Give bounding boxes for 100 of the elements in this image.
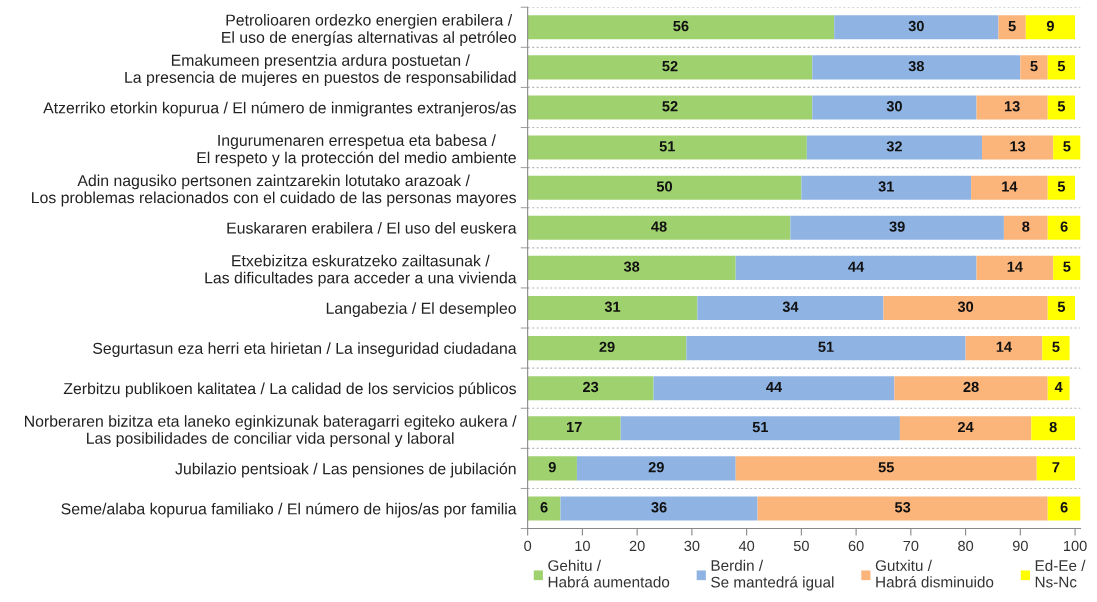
legend-label: Ed-Ee / Ns-Nc: [1035, 559, 1086, 588]
x-tick-label: 50: [793, 540, 809, 552]
y-tick-label: Segurtasun eza herri eta hirietan / La inseguridad ciudadana: [93, 342, 517, 358]
data-label: 50: [656, 181, 673, 192]
bar: [834, 15, 999, 40]
bar: [982, 135, 1054, 160]
data-label: 29: [648, 461, 664, 473]
x-tick-label: 100: [1064, 540, 1087, 552]
bar: [527, 215, 791, 240]
bar: [560, 496, 758, 521]
y-tick-label: Zerbitzu publikoen kalitatea / La calidad de los servicios públicos: [63, 382, 516, 398]
data-label: 6: [540, 502, 548, 513]
legend-label: Berdin / Se mantedrá igual: [711, 559, 834, 591]
x-tick-label: 30: [684, 540, 700, 552]
bar: [527, 456, 577, 481]
bar: [620, 416, 900, 441]
data-label: 23: [583, 381, 599, 393]
data-label: 44: [848, 261, 865, 272]
bar: [1020, 55, 1048, 80]
bar: [757, 496, 1048, 521]
data-label: 30: [886, 101, 902, 112]
bar: [735, 255, 977, 280]
bar: [1053, 255, 1081, 280]
data-label: 53: [894, 502, 911, 513]
bar: [790, 215, 1004, 240]
data-label: 29: [599, 341, 615, 353]
data-label: 51: [752, 422, 769, 433]
data-label: 51: [818, 341, 834, 353]
data-label: 13: [1004, 101, 1020, 112]
bar: [735, 456, 1037, 481]
bar: [1042, 336, 1070, 361]
y-tick-label: Seme/alaba kopurua familiako / El número de hijos/as por familia: [61, 502, 517, 518]
bar: [1047, 295, 1076, 321]
y-tick-label: Emakumeen presentzia ardura postuetan / La presencia de mujeres en puestos de responsabilidad: [125, 54, 516, 87]
y-tick-label: Langabezia / El desempleo: [326, 302, 516, 318]
x-tick-label: 80: [958, 540, 974, 552]
bar: [527, 15, 835, 40]
data-label: 30: [957, 301, 974, 312]
data-label: 17: [567, 422, 582, 433]
data-label: 5: [1057, 101, 1066, 112]
bar: [894, 376, 1048, 401]
x-tick-label: 20: [629, 540, 645, 552]
bar: [527, 416, 621, 441]
bar: [1047, 95, 1076, 120]
data-label: 8: [1049, 421, 1057, 433]
data-label: 55: [878, 462, 894, 473]
bar: [899, 416, 1032, 441]
bar: [883, 295, 1048, 321]
bar: [801, 175, 972, 200]
x-tick-label: 70: [903, 540, 919, 552]
data-label: 9: [1046, 20, 1054, 32]
data-label: 31: [604, 301, 621, 312]
bar: [1047, 215, 1081, 240]
bar: [812, 55, 1021, 80]
bar: [1047, 55, 1076, 80]
bar: [576, 456, 736, 481]
data-label: 38: [623, 261, 640, 272]
bar: [527, 255, 736, 280]
bar: [527, 336, 687, 361]
data-label: 5: [1052, 341, 1060, 353]
data-label: 5: [1057, 61, 1066, 72]
bar: [697, 295, 884, 321]
data-label: 14: [1007, 261, 1023, 272]
bar: [998, 15, 1026, 40]
y-tick-label: Euskararen erabilera / El uso del euskera: [227, 222, 517, 234]
bar: [976, 95, 1048, 120]
y-tick-label: Ingurumenaren errespetua eta babesa / El respeto y la protección del medio ambiente: [197, 134, 516, 167]
bar: [1003, 215, 1048, 240]
data-label: 34: [782, 301, 799, 312]
data-label: 9: [548, 461, 556, 473]
data-label: 36: [651, 502, 667, 513]
bar: [527, 55, 813, 80]
y-tick-label: Atzerriko etorkin kopurua / El número de inmigrantes extranjeros/as: [43, 101, 517, 117]
data-label: 38: [908, 60, 924, 72]
data-label: 52: [662, 60, 678, 72]
data-label: 51: [659, 141, 675, 152]
data-label: 56: [673, 20, 689, 32]
bar: [686, 336, 966, 361]
data-label: 8: [1022, 221, 1030, 232]
y-tick-label: Petrolioaren ordezko energien erabilera / El uso de energías alternativas al petróleo: [222, 14, 516, 47]
data-label: 5: [1030, 61, 1038, 72]
data-label: 4: [1054, 381, 1063, 392]
x-tick-label: 90: [1012, 540, 1028, 552]
bar: [1053, 135, 1081, 160]
bar: [1025, 15, 1076, 40]
bar: [527, 376, 654, 401]
bar: [1036, 456, 1076, 481]
x-tick-label: 40: [738, 540, 755, 552]
bar: [1047, 175, 1076, 200]
y-tick-label: Jubilazio pentsioak / Las pensiones de jubilación: [175, 462, 516, 478]
bar: [527, 175, 802, 200]
data-label: 24: [957, 421, 974, 433]
y-tick-label: Etxebizitza eskuratzeko zailtasunak / Las dificultades para acceder a una vivienda: [205, 254, 517, 287]
data-label: 48: [651, 221, 667, 232]
bar: [965, 336, 1043, 361]
bar: [1047, 376, 1070, 401]
data-label: 14: [1002, 181, 1018, 192]
data-label: 6: [1060, 502, 1068, 513]
x-tick-label: 10: [575, 540, 590, 552]
data-label: 52: [662, 101, 678, 112]
